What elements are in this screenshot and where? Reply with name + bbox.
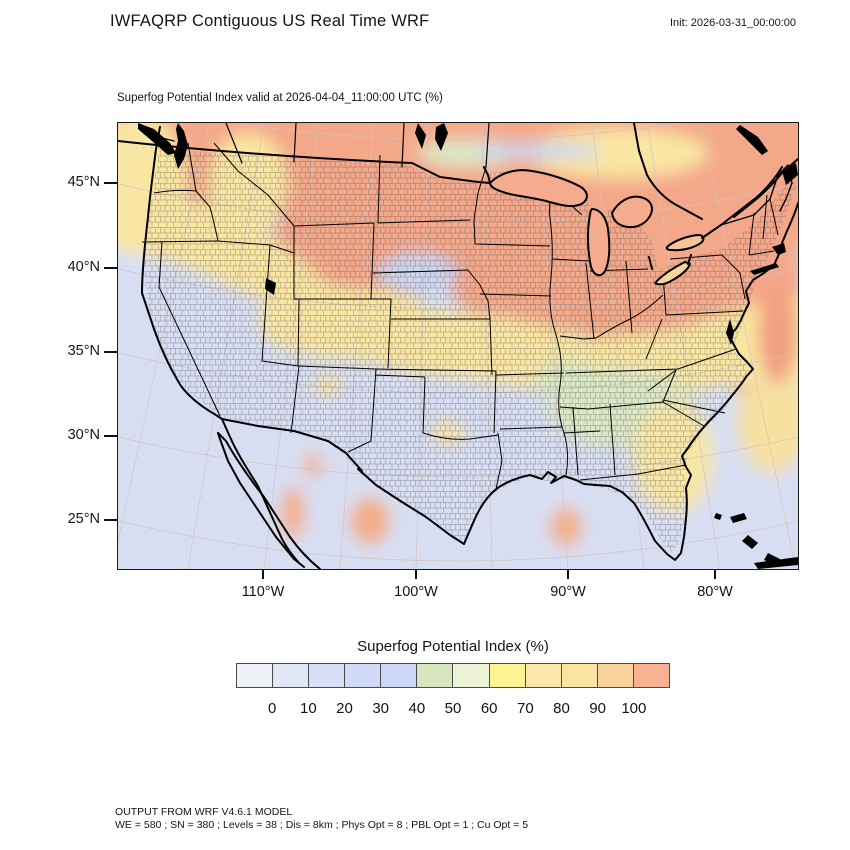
colorbar-cell xyxy=(237,664,274,687)
colorbar-tick-label: 100 xyxy=(621,700,647,717)
colorbar-tick-label: 10 xyxy=(299,700,317,717)
colorbar-tick-label: 40 xyxy=(408,700,426,717)
lat-tick xyxy=(104,519,117,521)
lon-tick xyxy=(714,569,716,579)
coastlines-borders xyxy=(118,123,798,569)
lat-label-30n: 30°N xyxy=(67,427,100,443)
lat-tick xyxy=(104,267,117,269)
init-timestamp: Init: 2026-03-31_00:00:00 xyxy=(670,17,796,29)
lon-label-80w: 80°W xyxy=(697,584,733,600)
lon-label-100w: 100°W xyxy=(394,584,438,600)
state-boundaries xyxy=(141,142,779,490)
colorbar-cell xyxy=(597,664,634,687)
colorbar-cell xyxy=(525,664,562,687)
lon-label-90w: 90°W xyxy=(550,584,586,600)
lat-tick xyxy=(104,435,117,437)
colorbar-tick-label: 80 xyxy=(553,700,570,717)
islands-and-bays xyxy=(138,123,798,569)
lat-tick xyxy=(104,351,117,353)
colorbar-cell xyxy=(561,664,598,687)
superfog-index-map xyxy=(118,123,798,569)
colorbar-cell xyxy=(381,664,418,687)
colorbar-cell xyxy=(417,664,454,687)
lon-tick xyxy=(567,569,569,579)
colorbar-cell xyxy=(309,664,346,687)
lat-label-45n: 45°N xyxy=(67,174,100,190)
lon-tick xyxy=(415,569,417,579)
model-info: OUTPUT FROM WRF V4.6.1 MODEL WE = 580 ; … xyxy=(115,806,528,832)
lon-tick xyxy=(262,569,264,579)
colorbar-cell xyxy=(489,664,526,687)
colorbar-tick-label: 30 xyxy=(372,700,389,717)
colorbar-cell xyxy=(345,664,382,687)
colorbar-tick-label: 50 xyxy=(444,700,462,717)
lat-label-35n: 35°N xyxy=(67,343,100,359)
lat-label-25n: 25°N xyxy=(67,511,100,527)
colorbar xyxy=(236,663,670,688)
page-title: IWFAQRP Contiguous US Real Time WRF xyxy=(110,12,430,30)
great-lakes xyxy=(489,169,705,286)
colorbar-tick-label: 70 xyxy=(516,700,534,717)
model-info-line2: WE = 580 ; SN = 380 ; Levels = 38 ; Dis … xyxy=(115,819,529,831)
model-info-line1: OUTPUT FROM WRF V4.6.1 MODEL xyxy=(115,806,293,818)
colorbar-cell xyxy=(273,664,310,687)
colorbar-cell xyxy=(633,664,669,687)
lat-tick xyxy=(104,182,117,184)
colorbar-tick-label: 20 xyxy=(336,700,353,717)
lon-label-110w: 110°W xyxy=(241,584,285,600)
lat-label-40n: 40°N xyxy=(67,259,100,275)
map-plot-area xyxy=(117,122,799,570)
colorbar-title: Superfog Potential Index (%) xyxy=(357,638,549,655)
colorbar-tick-label: 90 xyxy=(589,700,606,717)
valid-time-subtitle: Superfog Potential Index valid at 2026-0… xyxy=(117,92,443,104)
colorbar-tick-label: 60 xyxy=(480,700,498,717)
colorbar-cell xyxy=(453,664,490,687)
colorbar-tick-label: 0 xyxy=(267,700,277,717)
